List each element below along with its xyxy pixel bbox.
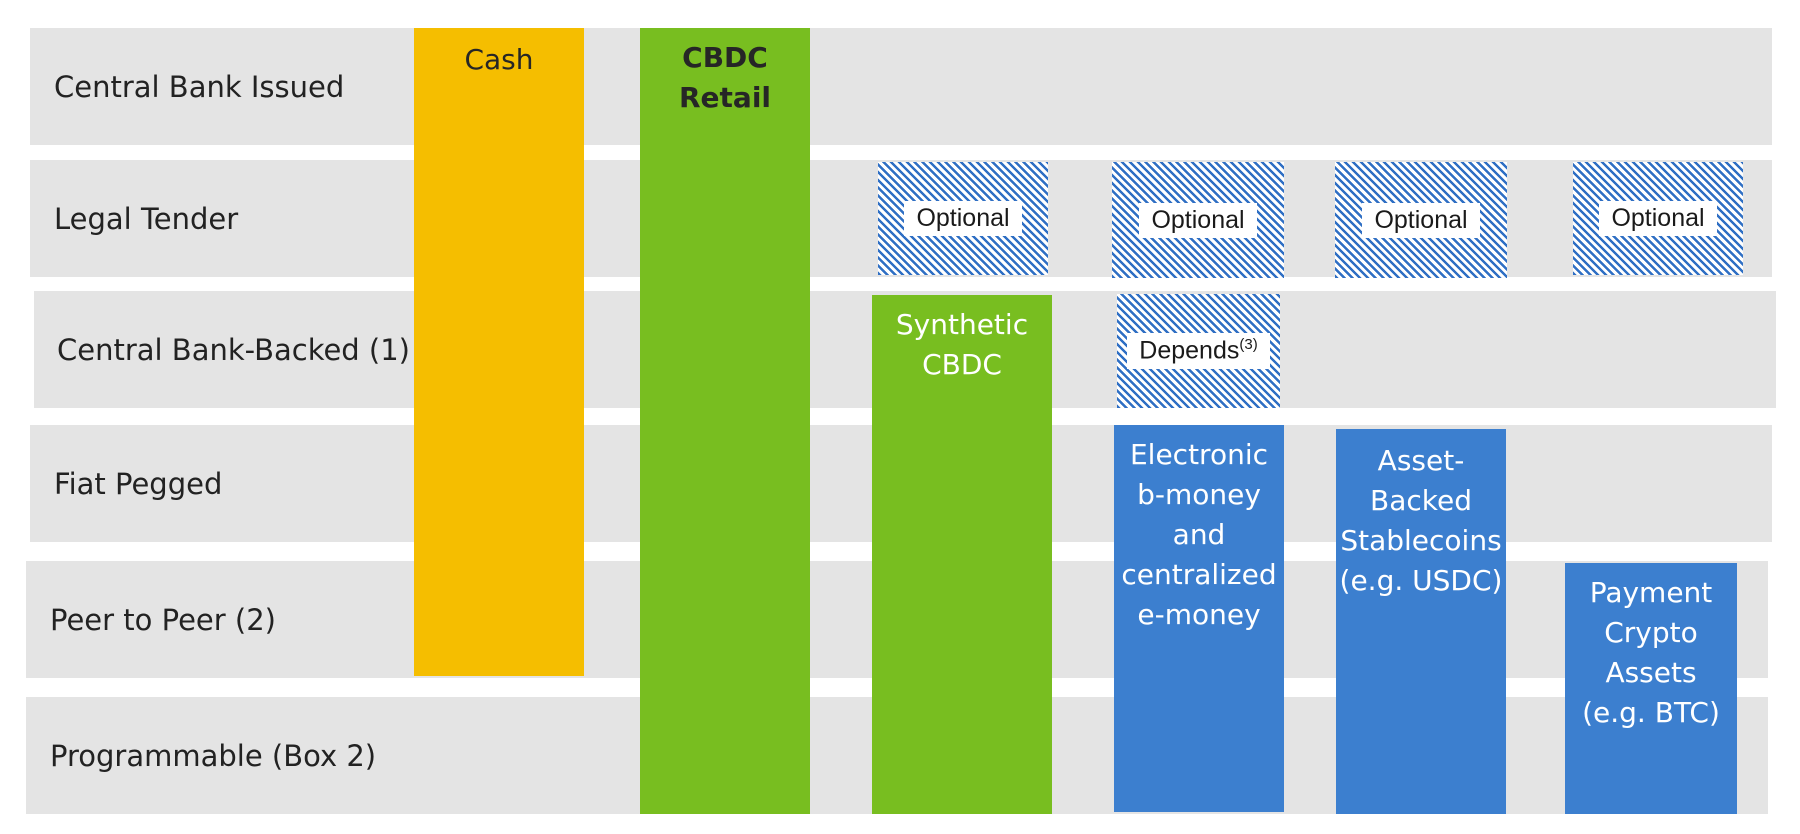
column-crypto-assets: Payment Crypto Assets (e.g. BTC) [1565,563,1737,814]
column-electronic-money-line-2: b-money [1137,478,1261,511]
depends-footnote: (3) [1239,336,1258,354]
row-label-programmable: Programmable (Box 2) [50,738,377,773]
depends-marker-text: Depends(3) [1127,333,1270,369]
column-electronic-money-line-5: e-money [1137,598,1261,631]
row-label-peer-to-peer: Peer to Peer (2) [50,602,276,637]
optional-marker-crypto: Optional [1573,162,1743,275]
row-label-central-bank-issued: Central Bank Issued [54,69,345,104]
column-cbdc-retail-line-1: CBDC [682,41,768,74]
column-crypto-assets-line-2: Crypto [1604,616,1698,649]
optional-marker-synthetic-text: Optional [904,201,1022,236]
column-stablecoins: Asset- Backed Stablecoins (e.g. USDC) [1336,429,1506,814]
column-electronic-money-line-3: and [1172,518,1226,551]
optional-marker-stablecoins-text: Optional [1362,202,1480,238]
issued-row-right-area [815,28,1772,145]
optional-marker-emoney-text: Optional [1139,202,1257,238]
column-stablecoins-line-3: Stablecoins [1340,524,1502,557]
column-stablecoins-line-4: (e.g. USDC) [1339,564,1503,597]
column-synthetic-cbdc: Synthetic CBDC [872,295,1052,814]
column-stablecoins-line-1: Asset- [1377,444,1465,477]
row-label-central-bank-backed: Central Bank-Backed (1) [57,332,410,367]
column-cbdc-retail-line-2: Retail [678,81,772,114]
column-electronic-money: Electronic b-money and centralized e-mon… [1114,425,1284,812]
optional-marker-synthetic: Optional [878,162,1048,275]
column-cash: Cash [414,28,584,676]
column-cbdc-retail: CBDC Retail [640,28,810,814]
column-crypto-assets-line-3: Assets [1605,656,1697,689]
column-synthetic-cbdc-line-1: Synthetic [895,308,1029,341]
optional-marker-emoney: Optional [1112,162,1284,278]
optional-marker-crypto-text: Optional [1599,201,1717,236]
column-stablecoins-line-2: Backed [1370,484,1472,517]
row-label-fiat-pegged: Fiat Pegged [54,466,223,501]
column-electronic-money-line-4: centralized [1121,558,1277,591]
row-label-legal-tender: Legal Tender [54,201,239,236]
optional-marker-stablecoins: Optional [1335,162,1507,278]
column-cash-label: Cash [464,43,534,76]
column-synthetic-cbdc-line-2: CBDC [922,348,1002,381]
depends-marker-emoney: Depends(3) [1117,294,1280,408]
column-electronic-money-line-1: Electronic [1129,438,1269,471]
column-crypto-assets-line-1: Payment [1589,576,1713,609]
column-crypto-assets-line-4: (e.g. BTC) [1582,696,1720,729]
